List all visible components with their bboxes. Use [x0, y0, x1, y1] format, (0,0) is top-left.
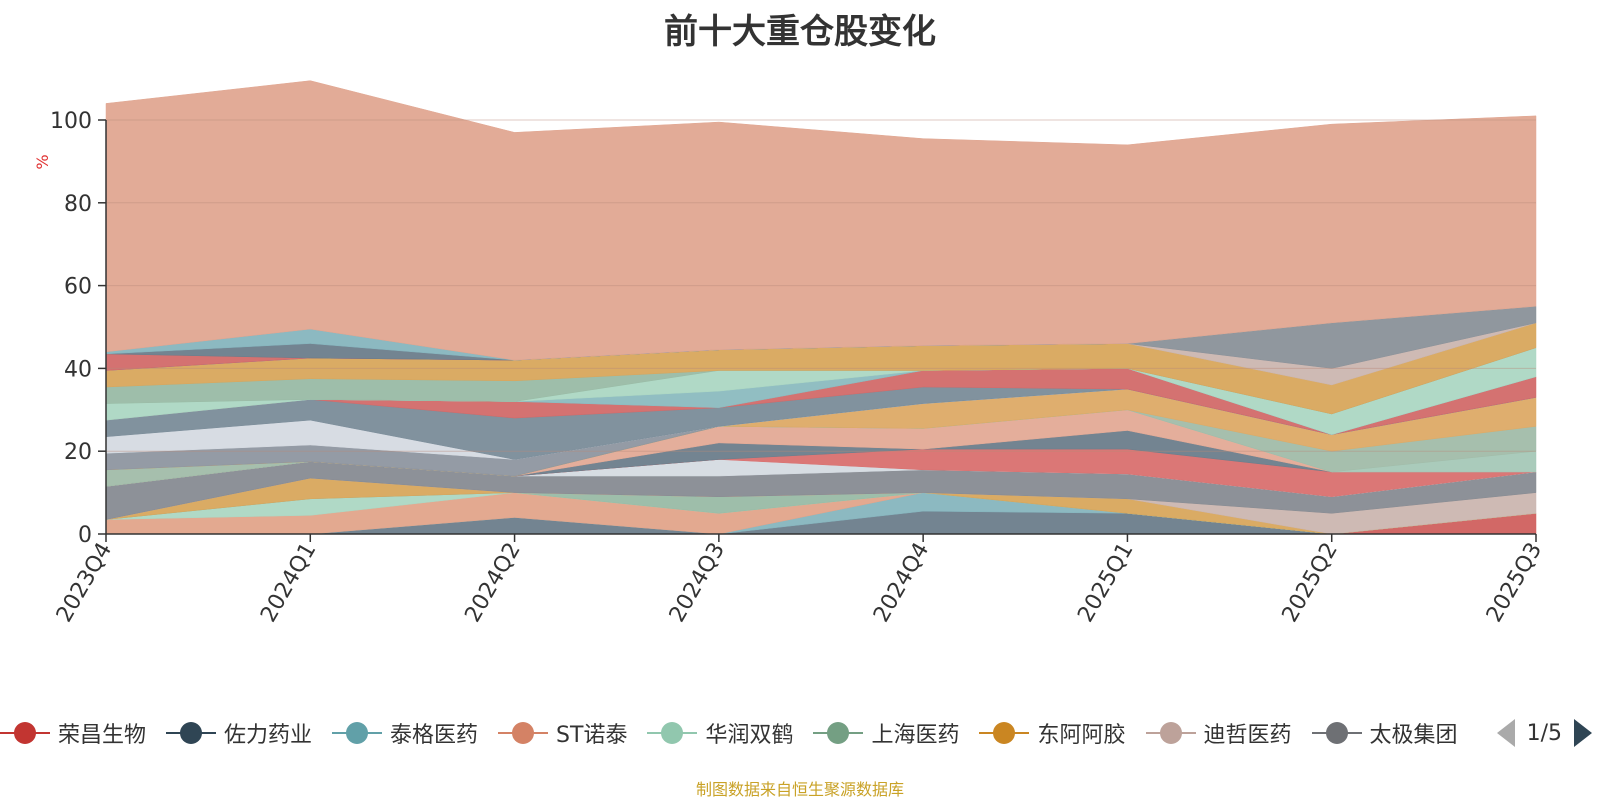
legend-page-indicator: 1/5 — [1526, 720, 1562, 746]
x-tick-label-0: 2023Q4 — [52, 539, 117, 627]
y-tick-label-5: 100 — [50, 109, 92, 134]
legend-item-0[interactable]: 荣昌生物 — [0, 716, 146, 750]
legend-next-arrow-icon[interactable] — [1574, 719, 1592, 747]
legend-marker-icon — [332, 721, 383, 745]
y-axis-label: % — [33, 154, 52, 169]
legend-item-7[interactable]: 迪哲医药 — [1145, 716, 1292, 750]
grid-layer — [106, 119, 1536, 452]
y-tick-label-3: 60 — [64, 275, 92, 300]
source-note: 制图数据来自恒生聚源数据库 — [695, 780, 904, 799]
legend-item-5[interactable]: 上海医药 — [813, 716, 959, 750]
legend-item-8[interactable]: 太极集团 — [1311, 716, 1458, 750]
legend-marker-icon — [498, 721, 549, 745]
legend: 荣昌生物 佐力药业 泰格医药 ST诺泰 华润双鹤 上海医药 东阿阿胶 迪哲医药 太极集团 1/5 — [0, 716, 1600, 750]
x-tick-label-2: 2024Q2 — [460, 539, 525, 627]
y-tick-label-0: 0 — [78, 523, 92, 548]
y-tick-label-2: 40 — [64, 357, 92, 382]
area-series-29 — [105, 80, 1537, 361]
x-tick-label-3: 2024Q3 — [665, 539, 730, 627]
legend-marker-icon — [0, 721, 50, 745]
legend-label: 佐力药业 — [224, 723, 313, 748]
legend-item-6[interactable]: 东阿阿胶 — [979, 716, 1126, 750]
chart-area: 0 20 40 60 80 100 2023Q4 2024Q1 2024Q2 2024Q3 2024… — [33, 80, 1547, 627]
legend-item-1[interactable]: 佐力药业 — [166, 716, 312, 750]
y-tick-label-1: 20 — [64, 440, 92, 465]
legend-label: ST诺泰 — [556, 723, 628, 748]
x-tick-label-6: 2025Q2 — [1278, 539, 1343, 627]
legend-label: 上海医药 — [871, 723, 960, 748]
legend-marker-icon — [813, 721, 864, 745]
y-tick-label-4: 80 — [64, 192, 92, 217]
legend-label: 迪哲医药 — [1203, 723, 1292, 748]
legend-item-4[interactable]: 华润双鹤 — [647, 716, 793, 750]
legend-label: 华润双鹤 — [705, 723, 794, 748]
legend-marker-icon — [979, 721, 1030, 745]
legend-marker-icon — [1145, 721, 1196, 745]
x-tick-label-5: 2025Q1 — [1073, 539, 1138, 627]
x-tick-label-7: 2025Q3 — [1482, 539, 1547, 627]
x-tick-label-4: 2024Q4 — [869, 539, 934, 627]
legend-marker-icon — [647, 721, 698, 745]
legend-label: 荣昌生物 — [58, 723, 147, 748]
plot-layer — [105, 80, 1537, 535]
legend-prev-arrow-icon[interactable] — [1496, 719, 1515, 747]
legend-marker-icon — [166, 721, 217, 745]
x-tick-label-1: 2024Q1 — [256, 539, 321, 627]
legend-label: 东阿阿胶 — [1037, 723, 1126, 748]
legend-viewport: 荣昌生物 佐力药业 泰格医药 ST诺泰 华润双鹤 上海医药 东阿阿胶 迪哲医药 太极集团 — [0, 716, 1480, 750]
legend-label: 太极集团 — [1369, 723, 1458, 748]
legend-item-3[interactable]: ST诺泰 — [498, 716, 627, 750]
legend-label: 泰格医药 — [390, 723, 479, 748]
legend-pager: 1/5 — [1496, 716, 1592, 750]
chart-title: 前十大重仓股变化 — [664, 12, 936, 52]
legend-item-2[interactable]: 泰格医药 — [332, 716, 478, 750]
legend-marker-icon — [1311, 721, 1362, 745]
